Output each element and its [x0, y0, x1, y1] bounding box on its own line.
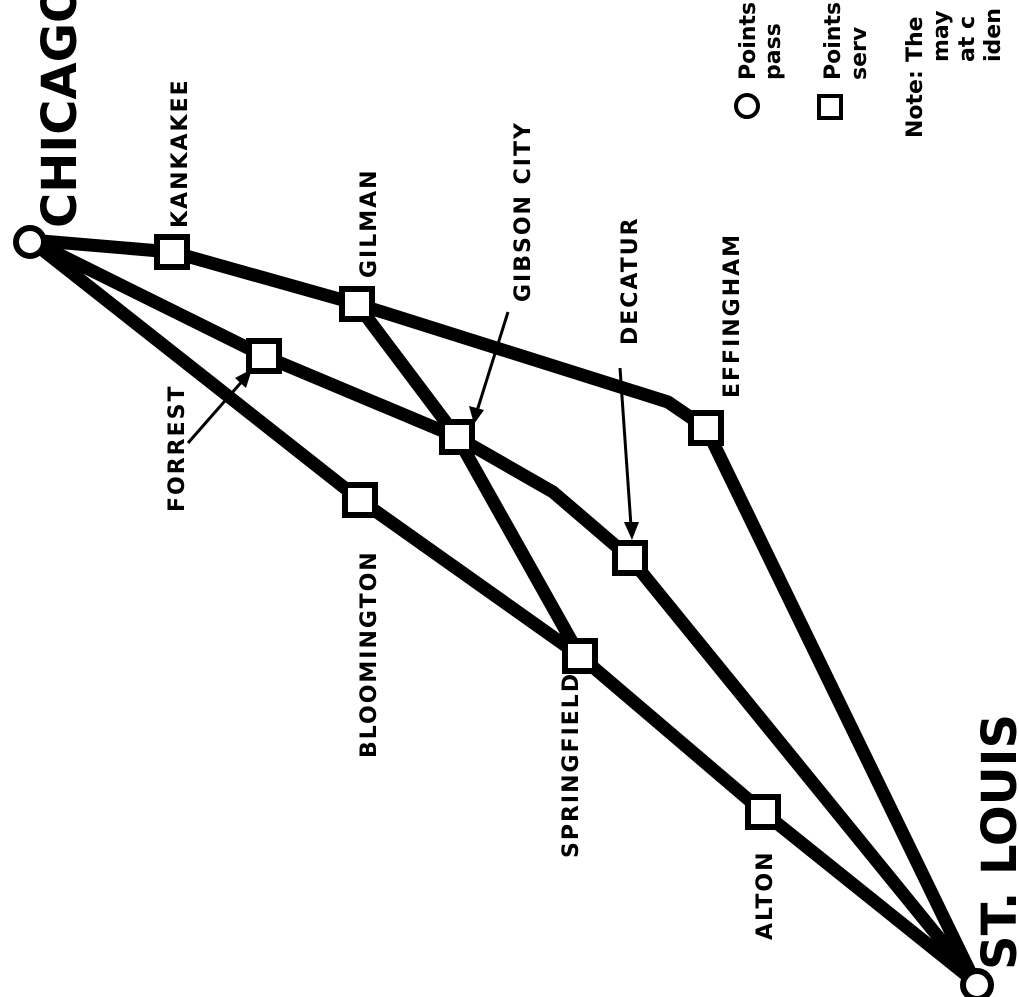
legend-circle-text-1: Points	[736, 2, 761, 80]
legend-square-text-1: Points	[821, 2, 846, 80]
station-markers	[154, 234, 781, 830]
legend: Points pass Points serv Note: The may at…	[734, 2, 1006, 138]
route-line-gilman-springfield	[350, 297, 587, 663]
legend-note-text-3: at c	[955, 16, 980, 62]
bloomington-label: BLOOMINGTON	[357, 550, 382, 758]
gilman-station-icon	[339, 286, 375, 322]
chicago-terminal-icon	[13, 225, 47, 259]
legend-square-icon	[817, 94, 843, 120]
legend-square-text-2: serv	[847, 26, 872, 80]
legend-circle-icon	[734, 93, 760, 119]
alton-label: ALTON	[753, 850, 778, 940]
kankakee-label: KANKAKEE	[168, 78, 193, 228]
forrest-label: FORREST	[165, 385, 190, 513]
st-louis-label: ST. LOUIS	[972, 714, 1019, 970]
decatur-label: DECATUR	[618, 216, 643, 345]
route-lines	[23, 233, 982, 989]
legend-note-text-4: iden	[981, 8, 1006, 62]
effingham-station-icon	[688, 410, 724, 446]
gibson-city-pointer-arrow	[469, 311, 510, 424]
gibson-city-station-icon	[439, 419, 475, 455]
route-line-effingham	[23, 233, 982, 989]
springfield-label: SPRINGFIELD	[559, 672, 584, 858]
legend-note-text-1: The	[903, 16, 928, 62]
springfield-station-icon	[562, 638, 598, 674]
decatur-pointer-arrow	[618, 367, 639, 540]
bloomington-station-icon	[342, 482, 378, 518]
decatur-station-icon	[612, 540, 648, 576]
effingham-label: EFFINGHAM	[720, 233, 745, 398]
kankakee-station-icon	[154, 234, 190, 270]
gibson-city-label: GIBSON CITY	[511, 121, 536, 302]
legend-circle-text-2: pass	[761, 23, 786, 80]
forrest-station-icon	[246, 338, 282, 374]
route-line-decatur	[23, 233, 982, 989]
chicago-label: CHICAGO	[32, 0, 88, 228]
gilman-label: GILMAN	[357, 168, 382, 278]
st-louis-terminal-icon	[960, 968, 994, 997]
legend-note-text-2: may	[929, 11, 954, 62]
legend-note-label: Note:	[903, 70, 928, 138]
alton-station-icon	[745, 794, 781, 830]
